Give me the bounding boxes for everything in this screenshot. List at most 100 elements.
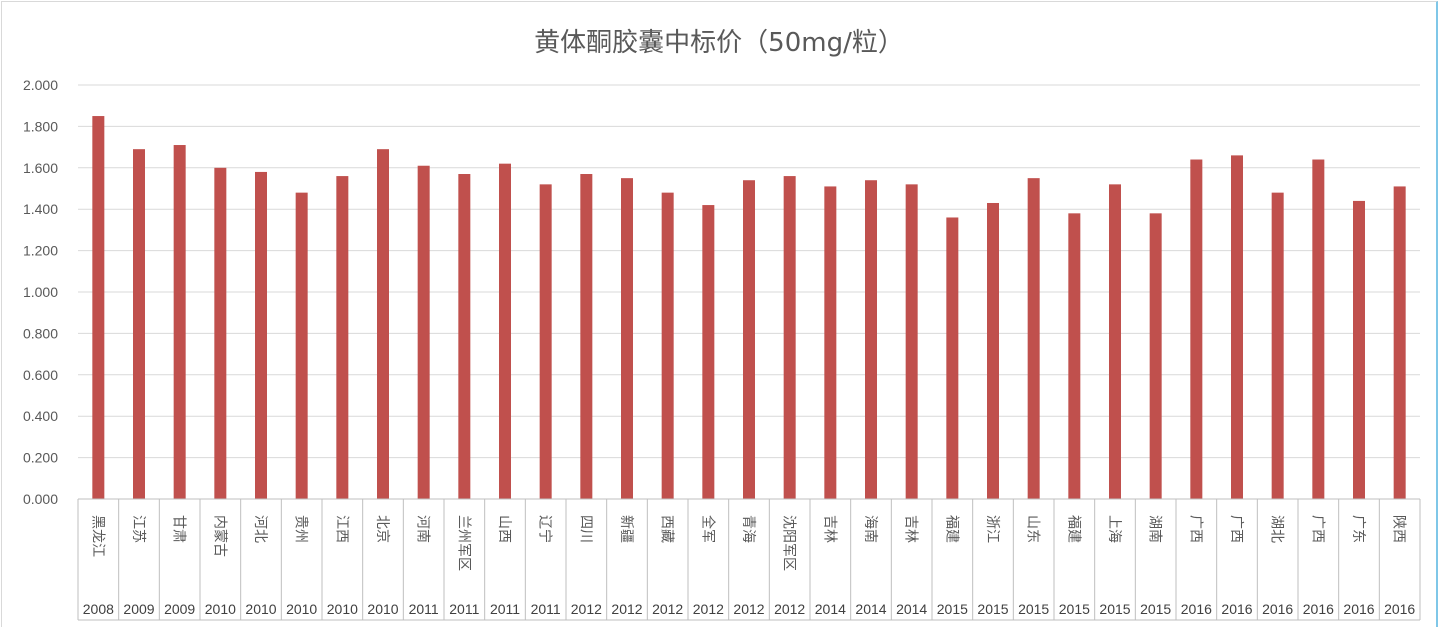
bar xyxy=(1190,159,1203,499)
category-label: 江西 xyxy=(333,515,349,543)
category-label: 福建 xyxy=(1065,515,1081,543)
year-label: 2012 xyxy=(693,601,724,617)
year-label: 2014 xyxy=(855,601,886,617)
year-label: 2011 xyxy=(409,601,439,617)
bar xyxy=(987,202,999,500)
bar xyxy=(580,174,593,499)
category-label: 辽宁 xyxy=(537,515,554,543)
category-label: 河北 xyxy=(252,515,268,543)
year-label: 2012 xyxy=(571,601,602,617)
category-label: 北京 xyxy=(374,515,390,543)
y-tick-label: 0.800 xyxy=(23,325,58,341)
bar xyxy=(1271,192,1284,499)
bar xyxy=(255,171,267,499)
year-label: 2010 xyxy=(205,601,236,617)
bar xyxy=(824,186,837,499)
year-label: 2012 xyxy=(733,601,764,617)
bar xyxy=(1393,186,1406,499)
bar xyxy=(783,176,796,499)
bar xyxy=(702,205,715,499)
bar xyxy=(1068,213,1081,499)
category-label: 广东 xyxy=(1350,515,1366,543)
y-tick-label: 1.800 xyxy=(23,118,58,134)
year-label: 2016 xyxy=(1343,601,1374,617)
year-label: 2015 xyxy=(1140,601,1171,617)
category-label: 河南 xyxy=(415,515,431,543)
category-label: 山东 xyxy=(1025,515,1041,543)
year-label: 2010 xyxy=(286,601,317,617)
category-label: 海南 xyxy=(862,515,878,543)
category-label: 甘肃 xyxy=(171,515,187,543)
category-axis: 黑龙江 2008 江苏 2009 甘肃 2009 内蒙古 2010 河北 2010 贵州 2010 江西… xyxy=(77,498,1421,621)
bar xyxy=(539,184,552,500)
y-tick-label: 0.000 xyxy=(23,491,58,507)
year-label: 2011 xyxy=(490,601,520,617)
bar xyxy=(377,149,389,500)
year-label: 2016 xyxy=(1262,601,1293,617)
bar xyxy=(499,163,511,499)
bar xyxy=(295,192,308,499)
year-label: 2014 xyxy=(896,601,927,617)
category-label: 兰州军区 xyxy=(455,515,471,571)
y-tick-label: 0.600 xyxy=(23,367,58,383)
category-label: 湖南 xyxy=(1147,515,1163,543)
y-tick-label: 2.000 xyxy=(23,77,58,93)
bar xyxy=(336,176,349,499)
y-tick-label: 1.200 xyxy=(23,243,58,259)
category-label: 湖北 xyxy=(1269,515,1285,543)
bar xyxy=(214,167,227,500)
category-label: 广西 xyxy=(1187,515,1203,543)
category-label: 沈阳军区 xyxy=(781,515,797,571)
year-label: 2012 xyxy=(774,601,805,617)
category-label: 广西 xyxy=(1228,515,1244,543)
category-label: 吉林 xyxy=(821,515,837,543)
bar xyxy=(946,217,959,500)
year-label: 2016 xyxy=(1221,601,1252,617)
category-label: 新疆 xyxy=(618,515,634,543)
bar xyxy=(133,149,145,500)
bar xyxy=(92,116,105,500)
category-label: 江苏 xyxy=(130,515,146,543)
y-tick-label: 1.000 xyxy=(23,284,58,300)
bar xyxy=(458,174,471,499)
year-label: 2012 xyxy=(611,601,642,617)
category-label: 福建 xyxy=(943,515,959,543)
bar xyxy=(661,192,674,499)
bar xyxy=(1312,159,1325,499)
bar xyxy=(417,165,430,500)
year-label: 2010 xyxy=(367,601,398,617)
category-label: 上海 xyxy=(1106,515,1122,543)
year-label: 2016 xyxy=(1303,601,1334,617)
bar xyxy=(1149,213,1162,499)
year-label: 2015 xyxy=(977,601,1008,617)
bar xyxy=(865,180,877,499)
year-label: 2009 xyxy=(164,601,195,617)
year-label: 2009 xyxy=(123,601,154,617)
category-label: 黑龙江 xyxy=(89,515,105,557)
y-tick-label: 0.200 xyxy=(23,450,58,466)
bar xyxy=(1353,200,1365,500)
category-label: 四川 xyxy=(577,515,593,543)
year-label: 2015 xyxy=(937,601,968,617)
category-label: 陕西 xyxy=(1391,515,1407,543)
bar xyxy=(173,145,186,499)
bar xyxy=(1027,178,1040,499)
category-label: 青海 xyxy=(740,515,756,543)
year-label: 2012 xyxy=(652,601,683,617)
category-label: 内蒙古 xyxy=(211,515,227,557)
category-label: 贵州 xyxy=(293,515,309,543)
category-label: 全军 xyxy=(699,515,716,543)
bar xyxy=(1109,184,1121,500)
chart-title: 黄体酮胶囊中标价（50mg/粒） xyxy=(534,28,904,58)
year-label: 2016 xyxy=(1384,601,1415,617)
year-label: 2011 xyxy=(531,601,561,617)
bars xyxy=(92,116,1406,500)
category-label: 山西 xyxy=(496,515,512,543)
y-tick-label: 1.600 xyxy=(23,160,58,176)
year-label: 2010 xyxy=(327,601,358,617)
year-label: 2015 xyxy=(1018,601,1049,617)
y-axis-ticks: 0.000 0.200 0.400 0.600 0.800 1.000 1.200 1.400… xyxy=(23,77,58,507)
year-label: 2015 xyxy=(1099,601,1130,617)
